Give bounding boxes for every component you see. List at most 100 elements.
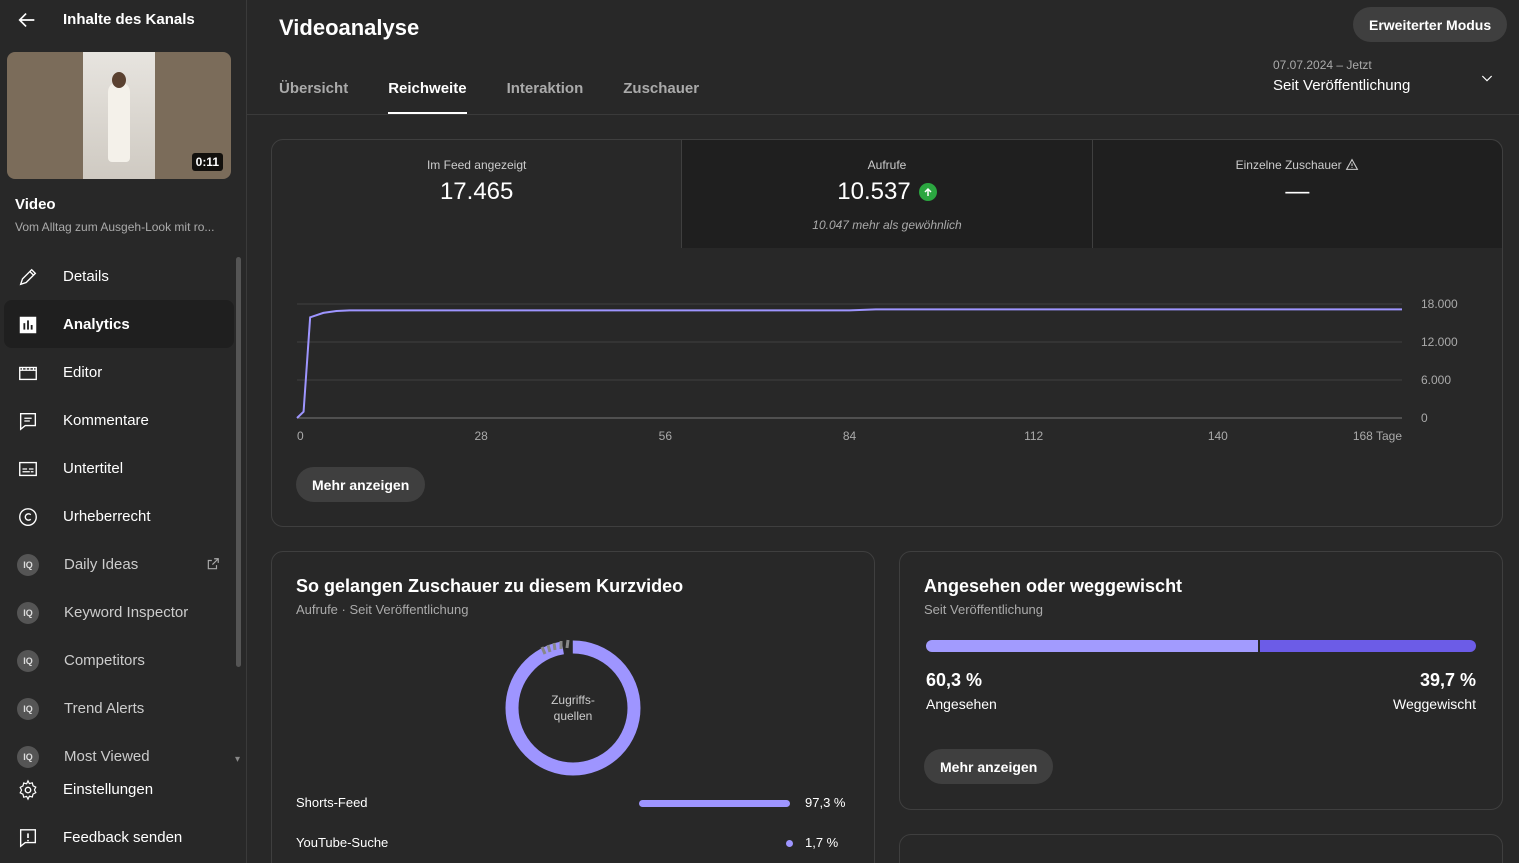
- sidebar-item-analytics[interactable]: Analytics: [4, 300, 234, 348]
- metric-title-text: Einzelne Zuschauer: [1235, 158, 1342, 172]
- viewed-swiped-card: Angesehen oder weggewischt Seit Veröffen…: [899, 551, 1503, 810]
- video-title: Vom Alltag zum Ausgeh-Look mit ro...: [15, 220, 215, 234]
- gear-icon: [19, 779, 37, 801]
- sidebar-item-label: Details: [63, 267, 109, 285]
- viewed-swiped-bar[interactable]: [926, 640, 1476, 652]
- source-name: Shorts-Feed: [296, 795, 368, 810]
- sidebar-item-label: Editor: [63, 363, 103, 381]
- sidebar-nav: Details Analytics Editor Kommentare Unte…: [0, 252, 240, 780]
- source-percent: 97,3 %: [805, 795, 846, 810]
- warning-icon: [1345, 158, 1359, 170]
- vidiq-icon: IQ: [17, 650, 39, 672]
- sidebar-item-label: Feedback senden: [63, 828, 183, 846]
- metric-note: 10.047 mehr als gewöhnlich: [812, 218, 962, 232]
- show-more-button[interactable]: Mehr anzeigen: [924, 749, 1054, 784]
- swiped-percent: 39,7 %: [1419, 670, 1476, 690]
- vidiq-icon: IQ: [17, 602, 39, 624]
- metric-value-text: 17.465: [439, 178, 514, 205]
- next-card: [899, 834, 1503, 863]
- sidebar-item-subtitles[interactable]: Untertitel: [0, 444, 240, 492]
- traffic-sources-card: So gelangen Zuschauer zu diesem Kurzvide…: [271, 551, 875, 863]
- thumbnail-head: [112, 72, 126, 88]
- advanced-mode-button[interactable]: Erweiterter Modus: [1353, 7, 1508, 42]
- traffic-donut[interactable]: Zugriffs- quellen: [503, 638, 643, 778]
- donut-segment-shorts: [505, 640, 641, 776]
- x-tick-label: 56: [659, 429, 673, 443]
- vidiq-icon: IQ: [17, 746, 39, 768]
- video-thumbnail[interactable]: 0:11: [7, 52, 231, 179]
- metric-row: Im Feed angezeigt 17.465 Aufrufe 10.537 …: [272, 140, 1502, 248]
- sidebar-item-most-viewed[interactable]: IQ Most Viewed: [0, 732, 240, 780]
- sidebar-item-label: Trend Alerts: [64, 699, 145, 717]
- sidebar-item-label: Analytics: [63, 315, 130, 333]
- video-label: Video: [15, 196, 56, 213]
- donut-label-line1: Zugriffs-: [551, 693, 595, 707]
- page-title: Videoanalyse: [279, 15, 420, 40]
- reach-card: Im Feed angezeigt 17.465 Aufrufe 10.537 …: [271, 139, 1503, 527]
- card-subtitle: Aufrufe · Seit Veröffentlichung: [296, 602, 469, 617]
- sidebar-item-copyright[interactable]: Urheberrecht: [0, 492, 240, 540]
- vidiq-icon: IQ: [17, 698, 39, 720]
- tab-overview[interactable]: Übersicht: [279, 80, 349, 97]
- main-content: Videoanalyse Erweiterter Modus Übersicht…: [247, 0, 1519, 863]
- sidebar-item-label: Daily Ideas: [64, 555, 139, 573]
- date-range-selector[interactable]: 07.07.2024 – Jetzt Seit Veröffentlichung: [1273, 58, 1410, 94]
- sidebar-scrollbar[interactable]: [236, 257, 241, 667]
- sidebar-item-comments[interactable]: Kommentare: [0, 396, 240, 444]
- external-link-icon: [207, 558, 219, 570]
- sidebar-bottom: Einstellungen Feedback senden: [0, 765, 246, 861]
- back-arrow-icon[interactable]: [16, 9, 38, 31]
- pencil-icon: [19, 268, 37, 286]
- metric-views[interactable]: Aufrufe 10.537 10.047 mehr als gewöhnlic…: [681, 140, 1092, 248]
- arrow-up-icon: [918, 183, 937, 201]
- x-tick-label: 28: [474, 429, 488, 443]
- channel-content-title[interactable]: Inhalte des Kanals: [63, 11, 195, 28]
- y-tick-label: 0: [1421, 411, 1428, 425]
- source-bar: [786, 840, 793, 847]
- sidebar-item-competitors[interactable]: IQ Competitors: [0, 636, 240, 684]
- sidebar-item-trend-alerts[interactable]: IQ Trend Alerts: [0, 684, 240, 732]
- sidebar-item-label: Kommentare: [63, 411, 149, 429]
- x-tick-label: 112: [1024, 429, 1043, 443]
- vidiq-icon: IQ: [17, 554, 39, 576]
- sidebar-item-label: Untertitel: [63, 459, 124, 477]
- metric-unique-viewers[interactable]: Einzelne Zuschauer —: [1091, 140, 1502, 248]
- feedback-icon: [19, 829, 37, 848]
- metric-impressions[interactable]: Im Feed angezeigt 17.465: [272, 140, 681, 248]
- show-more-button[interactable]: Mehr anzeigen: [296, 467, 426, 502]
- metric-title: Im Feed angezeigt: [426, 158, 527, 172]
- views-chart: 18.000 12.000 6.000 0 0 28 56 84 112 140 168 Tage: [296, 297, 1458, 443]
- sidebar-item-settings[interactable]: Einstellungen: [0, 765, 246, 813]
- analytics-icon: [19, 316, 37, 334]
- x-tick-label: 140: [1208, 429, 1228, 443]
- viewed-segment: [926, 640, 1258, 652]
- swiped-label: Weggewischt: [1392, 696, 1476, 712]
- x-tick-label: 0: [297, 429, 304, 443]
- metric-value-text: 10.537: [837, 178, 911, 205]
- sidebar-item-editor[interactable]: Editor: [0, 348, 240, 396]
- metric-title: Aufrufe: [867, 158, 907, 172]
- sidebar: Inhalte des Kanals 0:11 Video Vom Alltag…: [0, 0, 247, 863]
- metric-value: —: [1285, 178, 1309, 206]
- tab-engagement[interactable]: Interaktion: [506, 80, 584, 97]
- sidebar-item-daily-ideas[interactable]: IQ Daily Ideas: [0, 540, 240, 588]
- sidebar-item-keyword-inspector[interactable]: IQ Keyword Inspector: [0, 588, 240, 636]
- sidebar-item-label: Keyword Inspector: [64, 603, 189, 621]
- x-tick-label: 84: [843, 429, 857, 443]
- x-tick-label: 168 Tage: [1353, 429, 1402, 443]
- film-icon: [19, 366, 37, 381]
- metric-value: 10.537: [837, 178, 937, 206]
- tab-reach[interactable]: Reichweite: [388, 70, 467, 114]
- copyright-icon: [19, 508, 37, 526]
- tab-audience[interactable]: Zuschauer: [623, 80, 700, 97]
- card-title: So gelangen Zuschauer zu diesem Kurzvide…: [296, 576, 684, 596]
- y-tick-label: 18.000: [1421, 297, 1458, 311]
- source-bar: [639, 800, 790, 807]
- chevron-down-icon[interactable]: [1479, 70, 1495, 86]
- card-subtitle: Seit Veröffentlichung: [924, 602, 1044, 617]
- sidebar-item-details[interactable]: Details: [0, 252, 240, 300]
- date-range-value: 07.07.2024 – Jetzt: [1273, 58, 1372, 72]
- sidebar-item-feedback[interactable]: Feedback senden: [0, 813, 246, 861]
- donut-label-line2: quellen: [554, 709, 593, 723]
- donut-minor-segments: [540, 639, 570, 655]
